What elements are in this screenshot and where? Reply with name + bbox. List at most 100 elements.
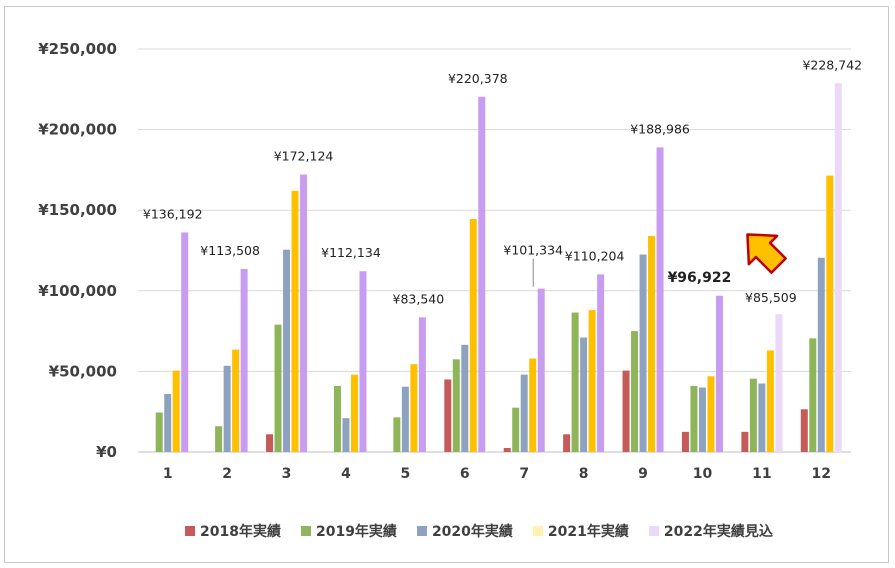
- legend-label: 2021年実績: [547, 524, 629, 540]
- x-tick-label: 12: [812, 466, 831, 482]
- y-tick-label: ¥50,000: [49, 362, 117, 380]
- data-label: ¥112,134: [321, 245, 381, 260]
- x-tick-label: 7: [519, 466, 529, 482]
- bar-3-5: [401, 386, 409, 452]
- annotation: [746, 233, 787, 274]
- bar-4-12: [826, 175, 834, 453]
- legend: 2018年実績 2019年実績 2020年実績 2021年実績 2022年実績見込: [185, 521, 773, 541]
- bar-4-9: [648, 235, 656, 452]
- bars: [155, 83, 842, 453]
- x-tick-label: 4: [341, 466, 351, 482]
- x-tick-label: 9: [638, 466, 648, 482]
- x-tick-label: 3: [282, 466, 292, 482]
- bar-5-12: [834, 83, 842, 453]
- bar-3-7: [520, 374, 528, 452]
- y-tick-label: ¥250,000: [38, 40, 117, 58]
- gridlines: [138, 48, 851, 453]
- bar-5-1: [181, 232, 189, 452]
- bar-3-8: [580, 337, 588, 452]
- bar-5-6: [478, 96, 486, 452]
- data-labels: ¥136,192 ¥113,508 ¥172,124 ¥112,134 ¥83,540 ¥…: [143, 57, 862, 306]
- bar-3-2: [223, 365, 231, 452]
- legend-item: 2020年実績: [416, 521, 513, 541]
- bar-5-10: [715, 295, 723, 452]
- bar-2-7: [512, 407, 520, 452]
- bar-1-10: [681, 431, 689, 452]
- bar-4-4: [350, 374, 358, 452]
- arrow-down-left-icon: [746, 233, 787, 274]
- y-tick-label: ¥150,000: [38, 201, 117, 219]
- bar-5-8: [597, 274, 605, 452]
- bar-1-11: [741, 431, 749, 452]
- bar-5-2: [240, 269, 248, 452]
- legend-label: 2019年実績: [315, 524, 397, 540]
- data-label: ¥113,508: [200, 243, 260, 258]
- data-label: ¥136,192: [143, 206, 203, 221]
- bar-4-8: [588, 310, 596, 452]
- y-tick-label: ¥0: [96, 443, 117, 461]
- bar-4-1: [172, 370, 180, 452]
- bar-4-7: [529, 358, 537, 452]
- bar-2-8: [571, 312, 579, 452]
- bar-4-10: [707, 376, 715, 452]
- legend-swatch: [532, 526, 543, 536]
- bar-2-4: [333, 385, 341, 452]
- legend-item: 2018年実績: [185, 521, 281, 541]
- bar-1-3: [266, 434, 274, 452]
- bar-4-2: [232, 349, 240, 452]
- legend-swatch: [185, 526, 195, 536]
- legend-item: 2022年実績見込: [648, 521, 773, 541]
- y-tick-label: ¥100,000: [38, 282, 117, 300]
- bar-3-11: [758, 383, 766, 452]
- y-tick-label: ¥200,000: [38, 121, 117, 139]
- x-tick-label: 6: [460, 466, 470, 482]
- bar-3-6: [461, 344, 469, 452]
- x-tick-label: 8: [579, 466, 589, 482]
- legend-swatch: [648, 526, 659, 536]
- bar-3-10: [698, 387, 706, 452]
- arrow-shape: [746, 233, 787, 274]
- x-tick-label: 10: [693, 466, 713, 482]
- bar-1-9: [622, 370, 630, 452]
- bar-5-3: [300, 174, 308, 452]
- data-label: ¥110,204: [565, 248, 625, 263]
- data-label: ¥96,922: [668, 270, 732, 286]
- chart-frame: ¥0 ¥50,000 ¥100,000 ¥150,000 ¥200,000 ¥250,00…: [4, 6, 889, 563]
- data-label: ¥228,742: [802, 57, 862, 72]
- bar-2-2: [215, 426, 223, 452]
- bar-1-7: [503, 447, 511, 452]
- bar-3-9: [639, 254, 647, 452]
- legend-swatch: [416, 526, 427, 536]
- bar-2-5: [393, 417, 401, 452]
- legend-label: 2022年実績見込: [663, 524, 773, 540]
- bar-1-12: [800, 409, 808, 452]
- legend-item: 2021年実績: [532, 521, 629, 541]
- x-tick-label: 11: [752, 466, 771, 482]
- bar-1-8: [563, 434, 571, 452]
- bar-3-4: [342, 418, 350, 452]
- legend-swatch: [300, 526, 311, 536]
- legend-label: 2020年実績: [431, 524, 513, 540]
- bar-5-7: [537, 288, 545, 452]
- bar-3-12: [817, 257, 825, 452]
- bar-4-3: [291, 190, 299, 452]
- data-label: ¥83,540: [393, 291, 445, 306]
- bar-2-3: [274, 324, 282, 452]
- bar-chart: ¥0 ¥50,000 ¥100,000 ¥150,000 ¥200,000 ¥250,00…: [38, 40, 862, 482]
- legend-label: 2018年実績: [200, 524, 281, 540]
- bar-2-1: [155, 412, 163, 452]
- data-label: ¥188,986: [630, 121, 690, 136]
- bar-4-6: [469, 219, 477, 452]
- bar-2-11: [749, 378, 757, 452]
- bar-5-11: [775, 314, 783, 452]
- bar-2-9: [631, 331, 639, 452]
- x-tick-label: 5: [401, 466, 411, 482]
- bar-5-9: [656, 147, 664, 453]
- bar-4-5: [410, 364, 418, 452]
- x-axis: 1 2 3 4 5 6 7 8 9 10 11 12: [163, 466, 831, 482]
- data-label: ¥85,509: [745, 290, 797, 305]
- data-label: ¥101,334: [503, 243, 563, 258]
- bar-1-6: [444, 379, 452, 452]
- y-axis: ¥0 ¥50,000 ¥100,000 ¥150,000 ¥200,000 ¥250,00…: [38, 40, 117, 461]
- data-label: ¥172,124: [274, 149, 334, 164]
